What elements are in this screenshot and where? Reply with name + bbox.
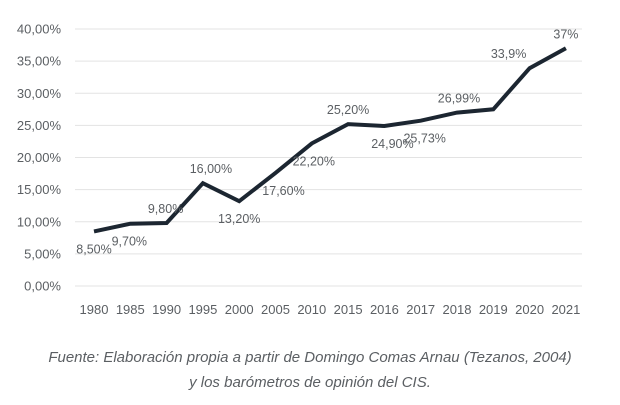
- x-tick-label: 1985: [116, 302, 145, 317]
- source-caption-line-1: Fuente: Elaboración propia a partir de D…: [48, 349, 572, 366]
- y-tick-label: 5,00%: [24, 246, 61, 261]
- y-tick-label: 30,00%: [17, 86, 62, 101]
- data-label: 25,73%: [403, 132, 445, 146]
- y-axis-ticks: 0,00% 5,00% 10,00% 15,00% 20,00% 25,00% 30,00%…: [17, 22, 62, 294]
- data-label: 24,90%: [371, 137, 413, 151]
- data-label: 16,00%: [190, 162, 232, 176]
- y-tick-label: 40,00%: [17, 22, 62, 37]
- data-label: 26,99%: [438, 92, 480, 106]
- x-tick-label: 2017: [406, 302, 435, 317]
- data-label: 8,50%: [76, 242, 111, 256]
- data-label: 9,70%: [112, 235, 147, 249]
- x-tick-label: 1990: [152, 302, 181, 317]
- data-label: 17,60%: [262, 184, 304, 198]
- x-axis-ticks: 1980 1985 1990 1995 2000 2005 2010 2015 2016 2017…: [80, 302, 581, 317]
- x-tick-label: 2000: [225, 302, 254, 317]
- x-tick-label: 2019: [479, 302, 508, 317]
- source-caption-line-2: y los barómetros de opinión del CIS.: [189, 374, 431, 391]
- series-line: [93, 46, 567, 234]
- data-label: 22,20%: [293, 154, 335, 168]
- x-tick-label: 2015: [334, 302, 363, 317]
- y-tick-label: 15,00%: [17, 182, 62, 197]
- data-label: 25,20%: [327, 103, 369, 117]
- y-tick-label: 20,00%: [17, 150, 62, 165]
- data-label: 37%: [553, 27, 578, 41]
- y-tick-label: 10,00%: [17, 214, 62, 229]
- data-label: 33,9%: [491, 47, 526, 61]
- x-tick-label: 2021: [551, 302, 580, 317]
- y-tick-label: 35,00%: [17, 54, 62, 69]
- x-tick-label: 1980: [80, 302, 109, 317]
- x-tick-label: 2016: [370, 302, 399, 317]
- line-chart: 0,00% 5,00% 10,00% 15,00% 20,00% 25,00% 30,00%…: [17, 22, 582, 317]
- data-label: 9,80%: [148, 202, 183, 216]
- x-tick-label: 2020: [515, 302, 544, 317]
- data-label: 13,20%: [218, 212, 260, 226]
- x-tick-label: 1995: [188, 302, 217, 317]
- y-tick-label: 0,00%: [24, 279, 61, 294]
- y-tick-label: 25,00%: [17, 118, 62, 133]
- x-tick-label: 2018: [443, 302, 472, 317]
- x-tick-label: 2010: [297, 302, 326, 317]
- data-labels: 8,50%9,70% 9,80% 16,00% 13,20%17,60% 22,20% 2…: [76, 27, 578, 256]
- series-line-path: [93, 46, 567, 234]
- x-tick-label: 2005: [261, 302, 290, 317]
